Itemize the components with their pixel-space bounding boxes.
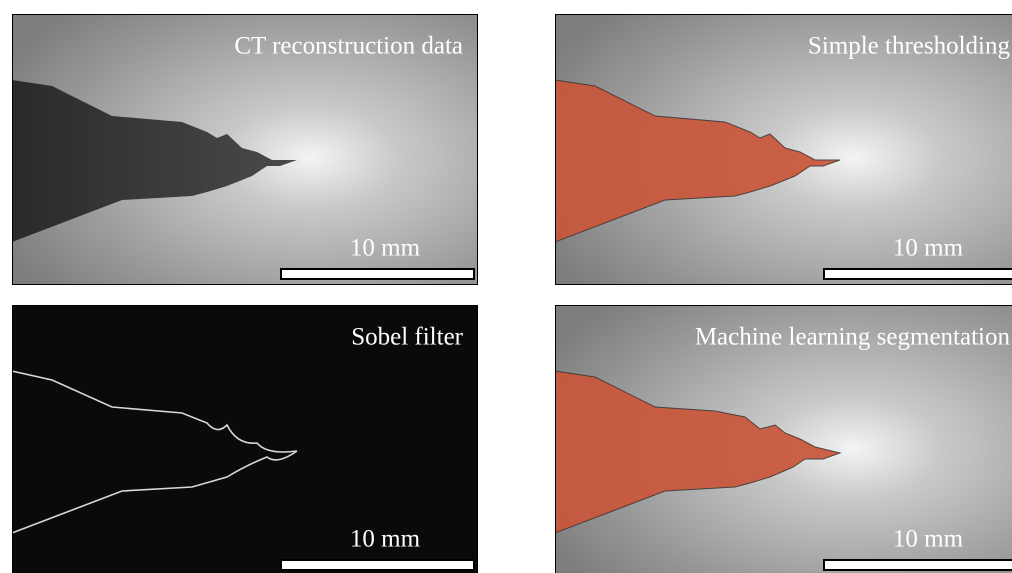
panel-title: CT reconstruction data xyxy=(234,33,463,60)
panel-title: Simple thresholding xyxy=(808,33,1011,60)
page: {"panels": [ {"title": "CT reconstructio… xyxy=(0,0,1012,573)
scale-label: 10 mm xyxy=(350,235,421,262)
panel: Sobel filter 10 mm xyxy=(12,305,478,573)
panel: Machine learning segmentation 10 mm xyxy=(555,305,1012,573)
scale-bar xyxy=(824,560,1012,570)
panel: Simple thresholding 10 mm xyxy=(555,14,1012,285)
scale-label: 10 mm xyxy=(893,235,964,262)
scale-bar xyxy=(824,269,1012,279)
scale-label: 10 mm xyxy=(350,526,421,553)
panel: CT reconstruction data 10 mm xyxy=(12,14,478,285)
panel-title: Machine learning segmentation xyxy=(695,324,1011,351)
scale-bar xyxy=(281,560,474,570)
scale-bar xyxy=(281,269,474,279)
figure: CT reconstruction data10 mmSimple thresh… xyxy=(0,0,1012,573)
panel-title: Sobel filter xyxy=(351,324,463,351)
scale-label: 10 mm xyxy=(893,526,964,553)
